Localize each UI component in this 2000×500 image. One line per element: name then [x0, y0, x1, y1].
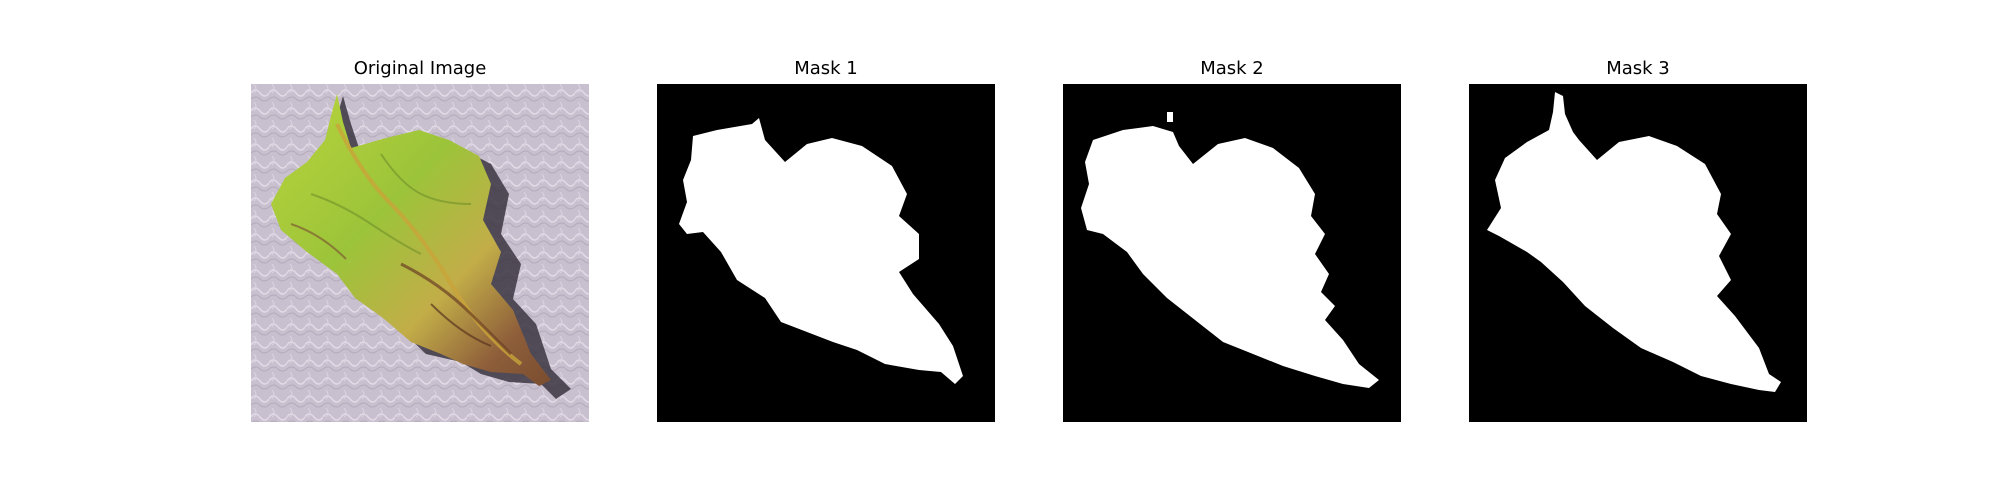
panel-title: Mask 2: [1200, 58, 1264, 79]
original-leaf-image: [251, 84, 589, 422]
panel-mask-3: Mask 3: [1469, 0, 1807, 500]
panel-mask-2: Mask 2: [1063, 0, 1401, 500]
mask-2-image: [1063, 84, 1401, 422]
mask-1-image: [657, 84, 995, 422]
panel-original: Original Image: [251, 0, 589, 500]
mask-3-image: [1469, 84, 1807, 422]
panel-title: Original Image: [353, 58, 487, 79]
panel-title: Mask 1: [794, 58, 858, 79]
panel-title: Mask 3: [1606, 58, 1670, 79]
panel-mask-1: Mask 1: [657, 0, 995, 500]
